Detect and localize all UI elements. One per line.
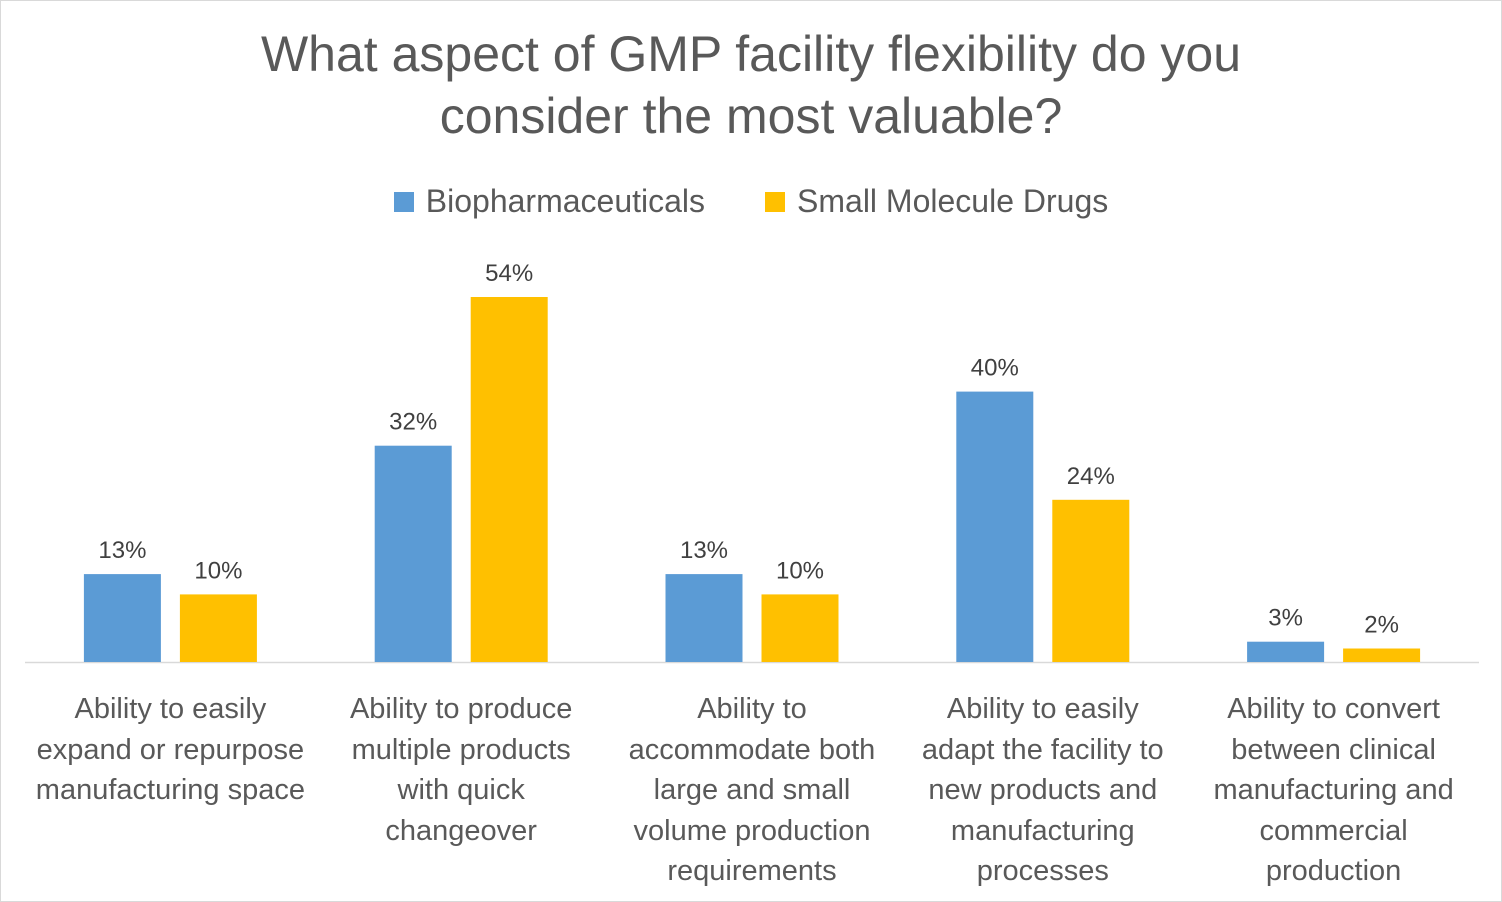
- bar-series-0-category-3: [956, 391, 1034, 662]
- bar-series-0-category-4: [1247, 641, 1325, 662]
- chart-title-line-2: consider the most valuable?: [439, 88, 1063, 144]
- data-label-series-1-category-4: 2%: [1364, 612, 1399, 639]
- chart-legend: Biopharmaceuticals Small Molecule Drugs: [1, 183, 1501, 220]
- data-label-series-0-category-0: 13%: [98, 537, 146, 564]
- category-label-3-line-3: manufacturing: [950, 814, 1135, 847]
- legend-label-biopharmaceuticals: Biopharmaceuticals: [425, 183, 706, 219]
- data-label-series-1-category-3: 24%: [1067, 463, 1115, 490]
- category-label-0: Ability to easily expand or repurpose manu…: [25, 689, 315, 811]
- category-label-4-line-4: production: [1265, 855, 1402, 887]
- chart-title-line-1: What aspect of GMP facility flexibility …: [260, 26, 1242, 82]
- category-label-3-line-1: adapt the facility to: [921, 733, 1164, 766]
- category-label-1-line-2: with quick: [397, 774, 525, 806]
- data-label-series-1-category-0: 10%: [194, 557, 242, 584]
- category-label-4-line-1: between clinical: [1231, 733, 1436, 766]
- legend-swatch-biopharmaceuticals: [393, 191, 414, 212]
- category-label-4: Ability to convert between clinical manufa…: [1189, 689, 1479, 892]
- category-label-4-line-3: commercial: [1259, 814, 1408, 847]
- data-label-series-0-category-2: 13%: [680, 537, 728, 564]
- category-label-4-line-0: Ability to convert: [1227, 693, 1440, 725]
- category-label-2-line-1: accommodate both: [628, 733, 876, 766]
- bar-series-0-category-0: [83, 574, 161, 662]
- bar-series-1-category-2: [761, 594, 839, 662]
- category-label-2-line-0: Ability to: [697, 693, 807, 725]
- data-label-series-1-category-1: 54%: [485, 260, 533, 287]
- category-label-2-line-4: requirements: [667, 855, 837, 887]
- category-label-3-line-2: new products and: [928, 774, 1158, 806]
- category-label-1-line-1: multiple products: [351, 733, 571, 766]
- category-label-0-line-2: manufacturing space: [35, 774, 305, 806]
- category-label-4-line-2: manufacturing and: [1213, 774, 1454, 806]
- bar-series-1-category-1: [470, 297, 548, 662]
- data-label-series-0-category-4: 3%: [1268, 605, 1303, 632]
- bar-series-0-category-1: [374, 445, 452, 662]
- bar-series-0-category-2: [665, 574, 743, 662]
- bar-series-1-category-4: [1343, 648, 1421, 662]
- category-label-3-line-4: processes: [976, 855, 1109, 887]
- legend-label-small-molecule-drugs: Small Molecule Drugs: [797, 183, 1109, 219]
- bar-series-1-category-3: [1052, 499, 1130, 662]
- data-label-series-0-category-1: 32%: [389, 409, 437, 436]
- category-label-2-line-2: large and small: [653, 774, 851, 806]
- bar-series-1-category-0: [179, 594, 257, 662]
- category-label-1: Ability to produce multiple products with …: [316, 689, 606, 851]
- category-label-0-line-0: Ability to easily: [74, 693, 267, 725]
- chart-title: What aspect of GMP facility flexibility …: [1, 23, 1501, 147]
- data-label-series-1-category-2: 10%: [776, 557, 824, 584]
- category-label-1-line-0: Ability to produce: [349, 693, 573, 725]
- category-label-2: Ability to accommodate both large and smal…: [607, 689, 897, 892]
- legend-swatch-small-molecule-drugs: [765, 191, 786, 212]
- category-label-0-line-1: expand or repurpose: [36, 733, 305, 766]
- category-label-3: Ability to easily adapt the facility to ne…: [898, 689, 1188, 892]
- legend-item-small-molecule-drugs: Small Molecule Drugs: [765, 183, 1108, 220]
- data-label-series-0-category-3: 40%: [971, 355, 1019, 382]
- category-label-3-line-0: Ability to easily: [946, 693, 1139, 725]
- category-label-2-line-3: volume production: [633, 814, 871, 847]
- legend-item-biopharmaceuticals: Biopharmaceuticals: [393, 183, 706, 220]
- category-label-1-line-3: changeover: [385, 814, 537, 847]
